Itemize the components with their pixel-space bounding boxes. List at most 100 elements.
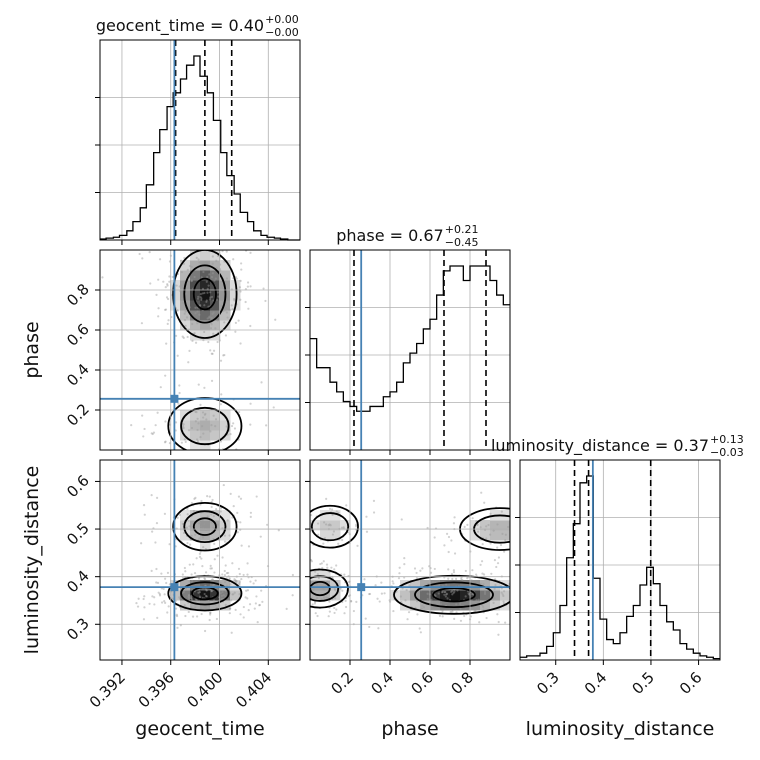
density-cell [180,590,191,601]
sample-point [184,614,187,618]
sample-point [247,609,250,612]
sample-point [283,499,285,501]
density-cell [310,580,321,591]
sample-point [196,428,199,432]
sample-point [201,565,204,568]
density-cell [220,530,231,541]
sample-point [504,539,507,542]
sample-point [196,615,199,618]
sample-point [210,295,214,299]
title-plus-error: +0.13 [710,433,744,446]
sample-point [439,603,442,606]
sample-point [216,319,219,322]
sample-point [443,593,446,596]
sample-point [229,492,232,495]
sample-point [212,242,214,244]
density-cell [220,600,231,611]
sample-point [209,291,212,294]
sample-point [138,252,141,256]
density-cell [320,520,331,531]
sample-point [254,602,257,605]
density-cell [470,530,481,541]
y-tick-label: 0.6 [63,472,93,502]
sample-point [516,512,518,514]
sample-point [199,595,202,598]
title-plus-error: +0.21 [445,223,479,236]
sample-point [182,426,185,430]
sample-point [532,541,534,543]
sample-point [291,605,293,607]
sample-point [224,307,227,310]
sample-point [158,594,162,597]
density-cell [320,580,331,591]
sample-point [528,509,530,511]
sample-point [209,241,211,243]
contour-line [310,504,359,549]
sample-point [470,599,473,602]
sample-point [408,584,411,587]
sample-point [492,529,495,532]
sample-point [345,504,348,507]
sample-point [212,599,216,602]
sample-point [157,591,160,594]
sample-point [221,573,224,576]
sample-point [193,275,196,279]
sample-point [447,535,451,539]
sample-point [416,594,420,597]
sample-point [496,546,499,549]
sample-point [444,595,447,598]
sample-point [474,609,477,612]
sample-point [324,523,328,526]
density-cell [400,580,411,591]
sample-point [537,596,539,598]
sample-point [302,554,304,556]
sample-point [513,610,515,612]
sample-point [411,595,414,599]
density-cell [200,510,211,521]
sample-point [249,285,252,288]
sample-point [208,618,211,622]
sample-point [180,284,183,287]
sample-point [453,588,456,591]
sample-point [464,595,467,598]
sample-point [182,477,184,479]
sample-point [201,287,205,291]
sample-point [186,303,189,306]
sample-point [219,507,223,510]
sample-point [176,516,179,519]
sample-point [450,539,453,542]
sample-point [202,432,205,435]
sample-point [331,533,335,536]
sample-point [259,535,262,538]
sample-point [214,327,217,330]
sample-point [515,522,517,524]
sample-point [544,607,546,609]
sample-point [197,422,200,425]
title-luminosity_distance: luminosity_distance = 0.37 +0.13−0.03 [491,433,744,459]
sample-point [229,308,232,311]
sample-point [445,583,448,586]
sample-point [240,268,243,271]
sample-point [421,567,424,570]
sample-point [242,242,244,244]
sample-point [245,589,248,592]
sample-point [163,593,166,596]
sample-point [227,308,230,311]
sample-point [196,297,200,300]
sample-point [235,277,238,280]
sample-point [445,592,449,596]
sample-point [233,299,236,302]
sample-point [190,573,193,576]
sample-point [179,289,182,293]
sample-point [441,590,444,593]
sample-point [342,526,345,529]
sample-point [188,264,192,268]
density-cell [220,320,231,331]
sample-point [203,606,206,609]
sample-point [479,582,482,586]
sample-point [223,574,227,577]
sample-point [182,301,185,305]
sample-point [223,580,227,584]
sample-point [264,590,266,592]
sample-point [180,270,183,274]
